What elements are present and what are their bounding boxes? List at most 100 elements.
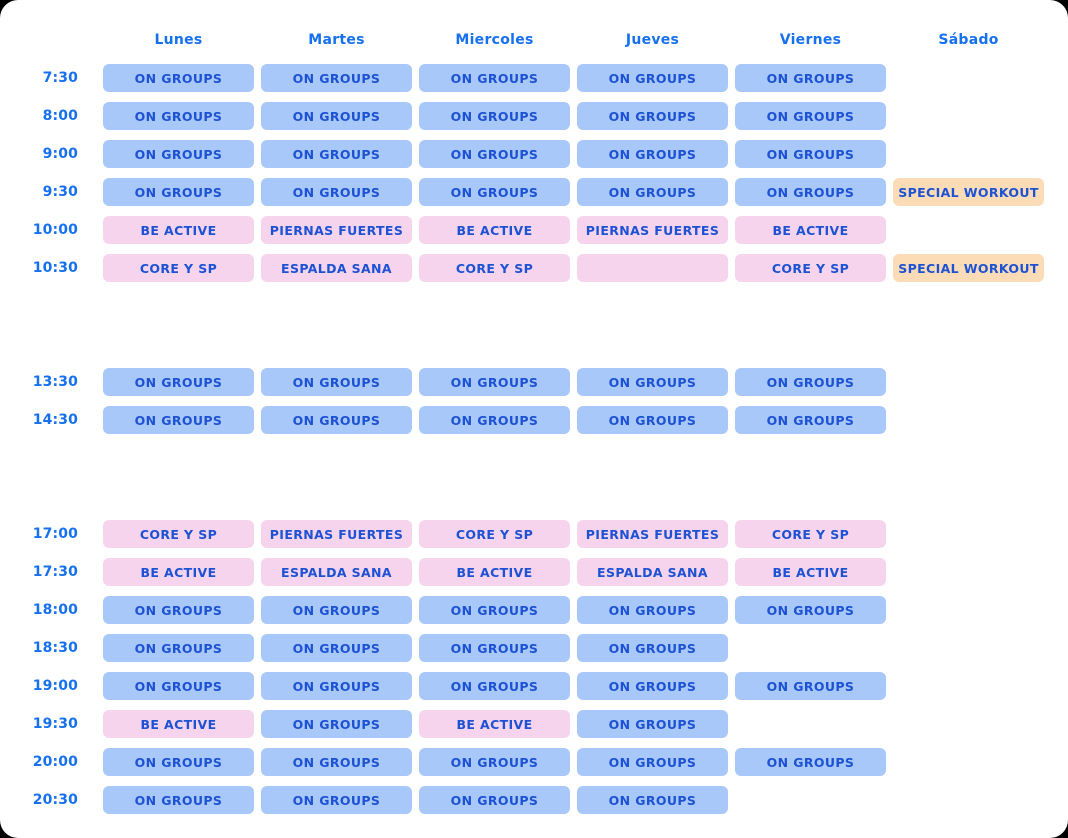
cell-special-workout[interactable]: SPECIAL WORKOUT bbox=[893, 178, 1044, 206]
cell-on-groups[interactable]: ON GROUPS bbox=[103, 406, 254, 434]
time-label: 9:30 bbox=[42, 184, 78, 200]
cell-on-groups[interactable]: ON GROUPS bbox=[577, 672, 728, 700]
cell-on-groups[interactable]: ON GROUPS bbox=[735, 64, 886, 92]
cell-on-groups[interactable]: ON GROUPS bbox=[577, 406, 728, 434]
cell-on-groups[interactable]: ON GROUPS bbox=[103, 178, 254, 206]
cell-on-groups[interactable]: ON GROUPS bbox=[261, 786, 412, 814]
cell-on-groups[interactable]: ON GROUPS bbox=[419, 64, 570, 92]
cell-on-groups[interactable]: ON GROUPS bbox=[103, 368, 254, 396]
cell-on-groups[interactable]: ON GROUPS bbox=[103, 786, 254, 814]
corner-spacer bbox=[8, 26, 96, 54]
cell-core-y-sp[interactable]: CORE Y SP bbox=[419, 254, 570, 282]
cell-on-groups[interactable]: ON GROUPS bbox=[735, 368, 886, 396]
cell-core-y-sp[interactable]: CORE Y SP bbox=[735, 254, 886, 282]
cell-on-groups[interactable]: ON GROUPS bbox=[577, 368, 728, 396]
cell-core-y-sp[interactable]: CORE Y SP bbox=[103, 520, 254, 548]
cell-on-groups[interactable]: ON GROUPS bbox=[103, 102, 254, 130]
time-label: 10:30 bbox=[32, 260, 78, 276]
time-label: 18:00 bbox=[32, 602, 78, 618]
cell-on-groups[interactable]: ON GROUPS bbox=[577, 710, 728, 738]
time-label: 17:30 bbox=[32, 564, 78, 580]
empty-slot bbox=[893, 672, 1044, 700]
cell-on-groups[interactable]: ON GROUPS bbox=[735, 140, 886, 168]
cell-on-groups[interactable]: ON GROUPS bbox=[735, 406, 886, 434]
day-header-jueves: Jueves bbox=[625, 32, 680, 48]
cell-on-groups[interactable]: ON GROUPS bbox=[261, 596, 412, 624]
cell-on-groups[interactable]: ON GROUPS bbox=[419, 102, 570, 130]
time-label: 7:30 bbox=[42, 70, 78, 86]
cell-on-groups[interactable]: ON GROUPS bbox=[261, 368, 412, 396]
cell-be-active[interactable]: BE ACTIVE bbox=[735, 558, 886, 586]
cell-be-active[interactable]: BE ACTIVE bbox=[103, 558, 254, 586]
cell-on-groups[interactable]: ON GROUPS bbox=[419, 368, 570, 396]
cell-on-groups[interactable]: ON GROUPS bbox=[103, 748, 254, 776]
cell-espalda-sana[interactable]: ESPALDA SANA bbox=[261, 558, 412, 586]
time-label: 18:30 bbox=[32, 640, 78, 656]
cell-be-active[interactable]: BE ACTIVE bbox=[103, 710, 254, 738]
cell-on-groups[interactable]: ON GROUPS bbox=[261, 672, 412, 700]
cell-on-groups[interactable]: ON GROUPS bbox=[103, 634, 254, 662]
cell-on-groups[interactable]: ON GROUPS bbox=[261, 406, 412, 434]
cell-on-groups[interactable]: ON GROUPS bbox=[577, 64, 728, 92]
cell-on-groups[interactable]: ON GROUPS bbox=[103, 64, 254, 92]
cell-on-groups[interactable]: ON GROUPS bbox=[419, 406, 570, 434]
cell-on-groups[interactable]: ON GROUPS bbox=[261, 178, 412, 206]
empty-slot bbox=[893, 520, 1044, 548]
cell-be-active[interactable]: BE ACTIVE bbox=[419, 710, 570, 738]
empty-slot bbox=[893, 140, 1044, 168]
cell-on-groups[interactable]: ON GROUPS bbox=[261, 748, 412, 776]
cell-piernas-fuertes[interactable]: PIERNAS FUERTES bbox=[261, 520, 412, 548]
cell-core-y-sp[interactable]: CORE Y SP bbox=[735, 520, 886, 548]
cell-on-groups[interactable]: ON GROUPS bbox=[419, 596, 570, 624]
cell-on-groups[interactable]: ON GROUPS bbox=[577, 178, 728, 206]
cell-on-groups[interactable]: ON GROUPS bbox=[419, 140, 570, 168]
cell-piernas-fuertes[interactable]: PIERNAS FUERTES bbox=[261, 216, 412, 244]
empty-slot bbox=[893, 634, 1044, 662]
cell-on-groups[interactable]: ON GROUPS bbox=[735, 178, 886, 206]
cell-on-groups[interactable]: ON GROUPS bbox=[103, 672, 254, 700]
cell-unlabeled-class[interactable] bbox=[577, 254, 728, 282]
cell-core-y-sp[interactable]: CORE Y SP bbox=[419, 520, 570, 548]
empty-slot bbox=[893, 216, 1044, 244]
cell-be-active[interactable]: BE ACTIVE bbox=[103, 216, 254, 244]
cell-on-groups[interactable]: ON GROUPS bbox=[577, 596, 728, 624]
cell-on-groups[interactable]: ON GROUPS bbox=[261, 102, 412, 130]
cell-espalda-sana[interactable]: ESPALDA SANA bbox=[261, 254, 412, 282]
cell-special-workout[interactable]: SPECIAL WORKOUT bbox=[893, 254, 1044, 282]
time-label: 20:30 bbox=[32, 792, 78, 808]
cell-piernas-fuertes[interactable]: PIERNAS FUERTES bbox=[577, 520, 728, 548]
empty-slot bbox=[893, 596, 1044, 624]
cell-on-groups[interactable]: ON GROUPS bbox=[577, 102, 728, 130]
cell-on-groups[interactable]: ON GROUPS bbox=[261, 710, 412, 738]
cell-on-groups[interactable]: ON GROUPS bbox=[577, 634, 728, 662]
cell-core-y-sp[interactable]: CORE Y SP bbox=[103, 254, 254, 282]
cell-on-groups[interactable]: ON GROUPS bbox=[419, 672, 570, 700]
cell-on-groups[interactable]: ON GROUPS bbox=[419, 748, 570, 776]
cell-on-groups[interactable]: ON GROUPS bbox=[735, 748, 886, 776]
cell-on-groups[interactable]: ON GROUPS bbox=[103, 140, 254, 168]
cell-be-active[interactable]: BE ACTIVE bbox=[419, 558, 570, 586]
cell-on-groups[interactable]: ON GROUPS bbox=[419, 178, 570, 206]
cell-on-groups[interactable]: ON GROUPS bbox=[261, 64, 412, 92]
cell-on-groups[interactable]: ON GROUPS bbox=[103, 596, 254, 624]
time-label: 9:00 bbox=[42, 146, 78, 162]
cell-on-groups[interactable]: ON GROUPS bbox=[735, 672, 886, 700]
cell-be-active[interactable]: BE ACTIVE bbox=[419, 216, 570, 244]
cell-on-groups[interactable]: ON GROUPS bbox=[577, 786, 728, 814]
cell-on-groups[interactable]: ON GROUPS bbox=[419, 786, 570, 814]
time-label: 19:00 bbox=[32, 678, 78, 694]
time-label: 8:00 bbox=[42, 108, 78, 124]
cell-on-groups[interactable]: ON GROUPS bbox=[419, 634, 570, 662]
cell-on-groups[interactable]: ON GROUPS bbox=[577, 748, 728, 776]
day-header-miercoles: Miercoles bbox=[455, 32, 534, 48]
cell-on-groups[interactable]: ON GROUPS bbox=[735, 596, 886, 624]
cell-on-groups[interactable]: ON GROUPS bbox=[577, 140, 728, 168]
time-label: 20:00 bbox=[32, 754, 78, 770]
cell-piernas-fuertes[interactable]: PIERNAS FUERTES bbox=[577, 216, 728, 244]
cell-be-active[interactable]: BE ACTIVE bbox=[735, 216, 886, 244]
cell-on-groups[interactable]: ON GROUPS bbox=[261, 634, 412, 662]
cell-on-groups[interactable]: ON GROUPS bbox=[735, 102, 886, 130]
cell-espalda-sana[interactable]: ESPALDA SANA bbox=[577, 558, 728, 586]
cell-on-groups[interactable]: ON GROUPS bbox=[261, 140, 412, 168]
